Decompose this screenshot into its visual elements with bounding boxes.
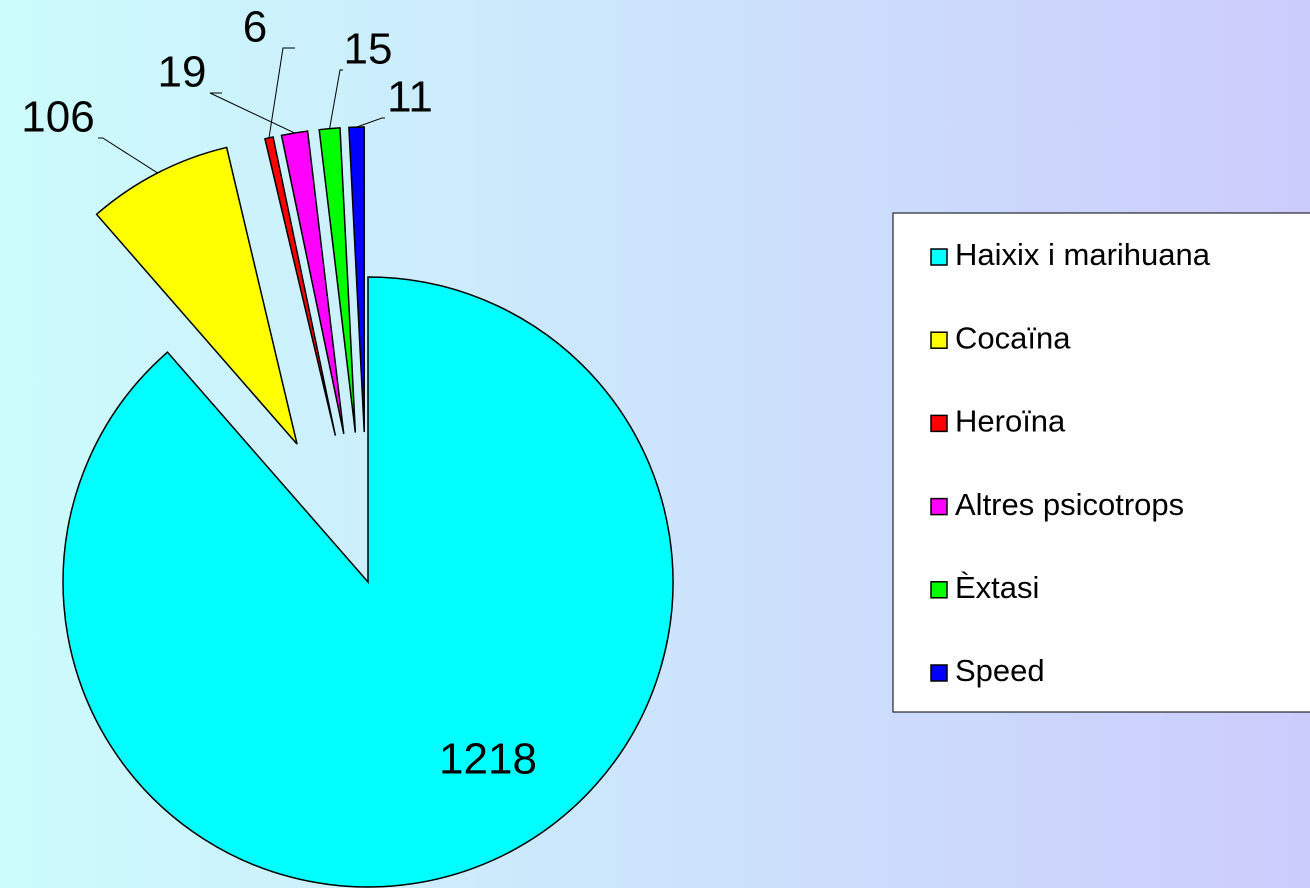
data-label: 11 [387, 73, 433, 122]
legend-swatch [930, 581, 948, 599]
pie-slice [62, 276, 674, 888]
leader-line [268, 47, 295, 138]
data-label: 19 [158, 48, 207, 97]
legend-label: Heroïna [955, 404, 1066, 439]
pie-slice [318, 127, 357, 433]
legend-swatch [930, 248, 948, 266]
data-label: 106 [21, 93, 94, 142]
leader-line [356, 117, 385, 128]
legend-label: Cocaïna [955, 320, 1071, 355]
data-label: 15 [344, 25, 393, 74]
pie-slice [348, 126, 365, 433]
leader-line [98, 137, 158, 174]
legend-swatch [930, 331, 948, 349]
legend-label: Èxtasi [955, 570, 1039, 605]
legend-swatch [930, 664, 948, 682]
legend-swatch [930, 414, 948, 433]
legend-label: Altres psicotrops [955, 487, 1184, 522]
leader-line [329, 69, 343, 129]
leader-line [209, 92, 295, 134]
pie-slice [95, 146, 298, 445]
legend-box [892, 212, 1310, 713]
legend-swatch [930, 497, 948, 516]
data-label: 1218 [439, 735, 537, 784]
data-label: 6 [243, 3, 267, 52]
legend-label: Speed [955, 653, 1045, 688]
legend-label: Haixix i marihuana [955, 237, 1211, 272]
